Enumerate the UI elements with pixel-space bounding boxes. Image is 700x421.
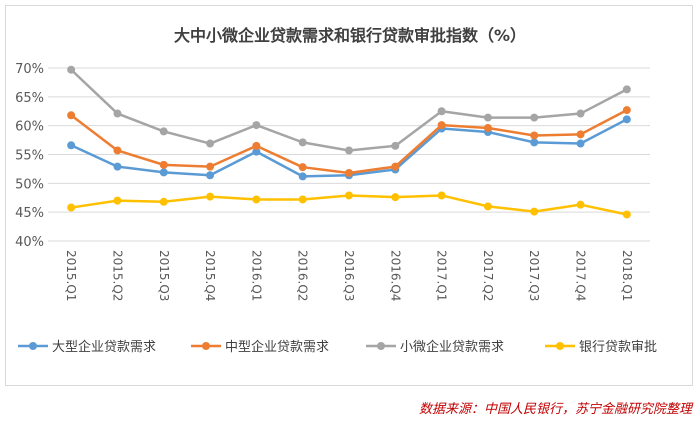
data-point [622, 115, 631, 124]
series-lines [67, 65, 631, 219]
data-point [159, 160, 168, 169]
data-point [622, 210, 631, 219]
y-tick-label: 40% [15, 235, 44, 250]
data-point [252, 147, 261, 156]
data-point [530, 131, 539, 140]
data-point [67, 65, 76, 74]
x-tick-label: 2015.Q3 [157, 250, 171, 301]
data-point [159, 168, 168, 177]
chart-title: 大中小微企业贷款需求和银行贷款审批指数（%） [174, 26, 526, 45]
legend-item: 银行贷款审批 [545, 340, 657, 355]
data-point [206, 192, 215, 201]
data-point [391, 162, 400, 171]
data-point [67, 141, 76, 150]
data-point [206, 139, 215, 148]
data-point [576, 200, 585, 209]
legend-label: 大型企业贷款需求 [52, 339, 156, 355]
y-tick-label: 50% [15, 177, 44, 192]
data-point [483, 123, 492, 132]
data-point [206, 171, 215, 180]
y-tick-label: 70% [15, 62, 44, 77]
legend-marker [29, 342, 37, 350]
legend-item: 小微企业贷款需求 [366, 339, 504, 355]
data-point [345, 191, 353, 200]
data-point [437, 121, 446, 130]
data-point [576, 130, 585, 139]
series-3 [67, 65, 631, 155]
x-tick-label: 2018.Q1 [620, 250, 634, 301]
source-note: 数据来源：中国人民银行，苏宁金融研究院整理 [418, 402, 692, 417]
y-tick-label: 55% [15, 149, 44, 164]
data-point [113, 109, 122, 118]
y-axis-ticks: 40% 45% 50% 55% 60% 65% 70% [15, 62, 44, 250]
data-point [206, 162, 215, 171]
x-tick-label: 2016.Q3 [342, 250, 356, 301]
legend-label: 小微企业贷款需求 [400, 339, 504, 355]
legend: 大型企业贷款需求 中型企业贷款需求 小微企业贷款需求 银行贷款审批 [18, 339, 657, 355]
legend-label: 中型企业贷款需求 [225, 339, 329, 355]
legend-label: 银行贷款审批 [579, 340, 657, 355]
data-point [530, 113, 539, 122]
x-tick-label: 2015.Q1 [64, 250, 78, 301]
data-point [622, 106, 631, 115]
series-4 [67, 191, 631, 219]
x-tick-label: 2017.Q2 [481, 250, 495, 301]
data-point [530, 138, 539, 147]
data-point [391, 193, 400, 202]
data-point [345, 168, 353, 177]
data-point [345, 146, 353, 155]
data-point [437, 107, 446, 116]
data-point [437, 191, 446, 200]
data-point [252, 141, 261, 150]
legend-marker [377, 342, 385, 350]
y-tick-label: 45% [15, 206, 44, 221]
data-point [391, 141, 400, 150]
x-tick-label: 2015.Q4 [203, 250, 217, 301]
data-point [67, 203, 76, 212]
data-point [298, 195, 307, 204]
data-point [159, 127, 168, 136]
x-tick-label: 2017.Q3 [527, 250, 541, 301]
x-axis-ticks: 2015.Q1 2015.Q2 2015.Q3 2015.Q4 2016.Q1 2016.… [64, 250, 634, 301]
gridlines [48, 67, 650, 242]
data-point [483, 113, 492, 122]
series-line [70, 68, 628, 152]
data-point [483, 202, 492, 211]
x-tick-label: 2017.Q4 [574, 250, 588, 301]
x-tick-label: 2015.Q2 [110, 250, 124, 301]
legend-marker [556, 342, 564, 350]
y-tick-label: 65% [15, 91, 44, 106]
x-tick-label: 2016.Q2 [296, 250, 310, 301]
data-point [252, 195, 261, 204]
legend-marker [202, 342, 210, 350]
data-point [298, 163, 307, 172]
x-tick-label: 2017.Q1 [435, 250, 449, 301]
data-point [576, 109, 585, 118]
data-point [67, 111, 76, 120]
data-point [113, 146, 122, 155]
series-2 [67, 106, 631, 177]
x-tick-label: 2016.Q1 [249, 250, 263, 301]
data-point [113, 196, 122, 205]
y-tick-label: 60% [15, 120, 44, 135]
data-point [530, 207, 539, 216]
data-point [113, 162, 122, 171]
x-tick-label: 2016.Q4 [388, 250, 402, 301]
legend-item: 大型企业贷款需求 [18, 339, 156, 355]
data-point [159, 197, 168, 206]
legend-item: 中型企业贷款需求 [191, 339, 329, 355]
data-point [298, 172, 307, 181]
data-point [252, 121, 261, 130]
data-point [298, 138, 307, 147]
data-point [622, 85, 631, 94]
data-point [576, 139, 585, 148]
